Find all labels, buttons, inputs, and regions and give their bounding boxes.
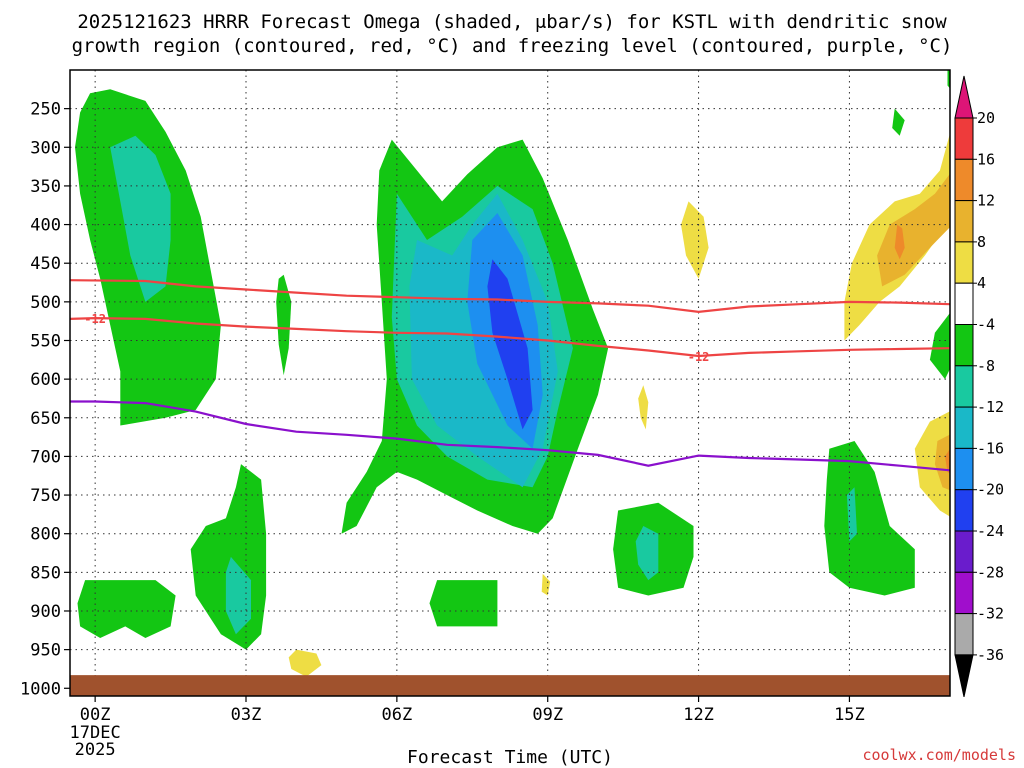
colorbar-bin-10 (954, 489, 974, 532)
colorbar-bottom-arrow (954, 654, 974, 698)
omega-region-22 (914, 411, 950, 517)
plot-frame (69, 69, 951, 697)
colorbar-bin-8 (954, 406, 974, 449)
colorbar-label-6: -8 (977, 357, 995, 375)
colorbar-label-9: -20 (977, 481, 1004, 499)
omega-region-8 (190, 464, 267, 650)
colorbar-label-8: -16 (977, 439, 1004, 457)
y-axis: 250 300 350 400 450 500 550 600 650 700 750 800 850 9… (20, 100, 70, 699)
y-tick-label-4: 450 (30, 254, 61, 274)
colorbar-bin-12 (954, 571, 974, 615)
chart-title-line-1: 2025121623 HRRR Forecast Omega (shaded, … (77, 11, 947, 33)
colorbar-bin-13 (954, 613, 974, 656)
x-tick-sublabel-0: 17DEC (70, 723, 121, 743)
y-tick-label-11: 800 (30, 525, 61, 545)
omega-region-9 (225, 556, 251, 635)
grid-lines (70, 70, 950, 696)
omega-region-11 (429, 580, 498, 627)
colorbar-bin-7 (954, 365, 974, 408)
omega-region-24 (945, 448, 950, 474)
colorbar-label-13: -36 (977, 646, 1004, 664)
dendritic-lower-label-0: -12 (84, 312, 106, 326)
y-tick-label-7: 600 (30, 370, 61, 390)
omega-region-14 (824, 441, 915, 596)
y-tick-label-1: 300 (30, 138, 61, 158)
x-tick-label-2: 06Z (381, 705, 412, 725)
y-tick-label-13: 900 (30, 602, 61, 622)
omega-region-21 (894, 224, 905, 260)
y-tick-label-9: 700 (30, 447, 61, 467)
colorbar-label-5: -4 (977, 316, 995, 334)
dendritic-upper-line (70, 279, 950, 314)
omega-region-10 (77, 580, 176, 638)
x-axis-title: Forecast Time (UTC) (407, 747, 613, 768)
y-tick-label-5: 500 (30, 293, 61, 313)
colorbar-label-3: 8 (977, 233, 986, 251)
colorbar-bin-9 (954, 447, 974, 491)
chart-title-line-2: growth region (contoured, red, °C) and f… (72, 35, 953, 57)
omega-region-26 (638, 385, 649, 430)
omega-region-23 (934, 434, 950, 491)
colorbar-bin-11 (954, 530, 974, 573)
x-tick-label-1: 03Z (231, 705, 262, 725)
colorbar-label-11: -28 (977, 563, 1004, 581)
colorbar-label-4: 4 (977, 274, 986, 292)
y-tick-label-2: 350 (30, 177, 61, 197)
colorbar-label-7: -12 (977, 398, 1004, 416)
omega-region-7 (487, 259, 533, 430)
colorbar-label-0: 20 (977, 109, 995, 127)
colorbar-top-arrow (954, 75, 974, 119)
y-tick-label-15: 1000 (20, 679, 61, 699)
y-tick-label-0: 250 (30, 100, 61, 120)
dendritic-lower-line (70, 316, 950, 358)
y-tick-label-10: 750 (30, 486, 61, 506)
colorbar-bin-3 (954, 200, 974, 243)
contour-lines: -12 -12 (70, 279, 950, 472)
x-tick-label-3: 09Z (532, 705, 563, 725)
colorbar-label-2: 12 (977, 192, 995, 210)
ground-surface (70, 675, 950, 696)
colorbar-label-12: -32 (977, 605, 1004, 623)
x-tick-label-5: 15Z (834, 705, 865, 725)
dendritic-lower-label-1: -12 (688, 350, 710, 364)
colorbar: 20 16 12 8 4 -4 -8 -12 -16 -20 -24 -28 -32 -36 (954, 75, 1004, 698)
omega-shading (75, 70, 950, 677)
omega-region-27 (541, 573, 551, 596)
omega-region-16 (892, 108, 905, 136)
credit-text: coolwx.com/models (862, 746, 1016, 764)
omega-region-13 (635, 526, 659, 581)
y-tick-label-6: 550 (30, 331, 61, 351)
x-tick-label-0: 00Z (80, 705, 111, 725)
x-tick-sublabel-1: 2025 (75, 740, 116, 760)
omega-region-17 (929, 312, 950, 380)
omega-region-2 (276, 274, 292, 376)
omega-region-28 (288, 649, 322, 677)
colorbar-label-10: -24 (977, 522, 1004, 540)
colorbar-bin-4 (954, 241, 974, 284)
y-tick-label-12: 850 (30, 563, 61, 583)
freezing-level-line (70, 400, 950, 472)
plot-area: -12 -12 (70, 70, 950, 696)
y-tick-label-3: 400 (30, 216, 61, 236)
colorbar-bin-1 (954, 117, 974, 160)
colorbar-label-1: 16 (977, 150, 995, 168)
x-tick-label-4: 12Z (683, 705, 714, 725)
colorbar-bin-5 (954, 282, 974, 326)
colorbar-bin-2 (954, 158, 974, 202)
omega-region-25 (681, 201, 709, 279)
colorbar-bin-6 (954, 324, 974, 367)
omega-region-1 (110, 135, 171, 302)
y-tick-label-14: 950 (30, 641, 61, 661)
y-tick-label-8: 650 (30, 409, 61, 429)
omega-region-20 (877, 173, 950, 287)
